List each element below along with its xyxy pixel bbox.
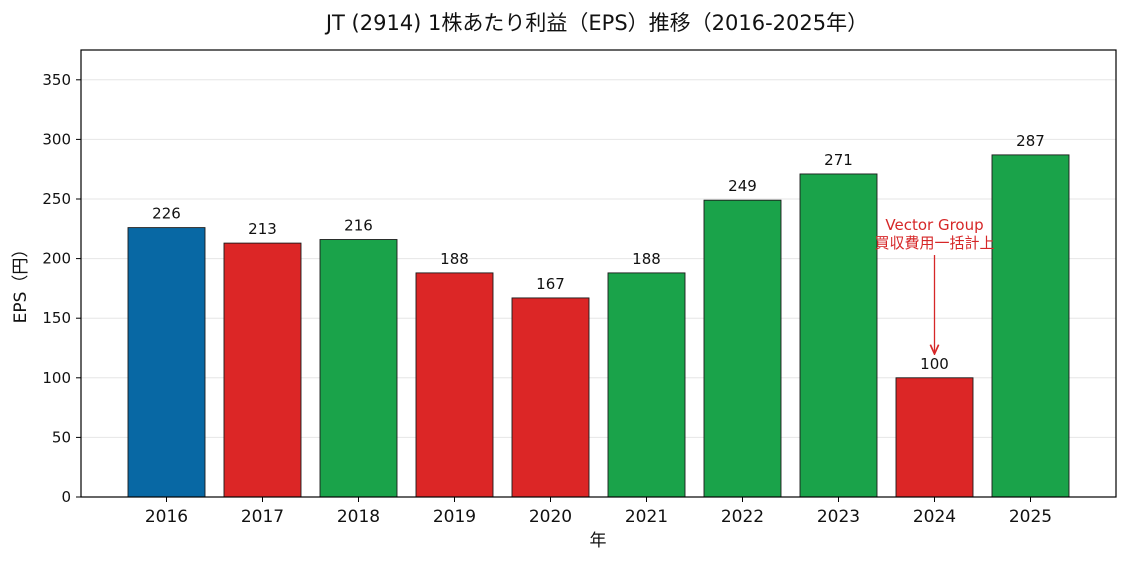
data-label: 188: [632, 250, 661, 268]
x-tick-label: 2024: [913, 507, 956, 527]
bar-2020: [511, 297, 590, 498]
data-label: 188: [440, 250, 469, 268]
data-label: 100: [920, 355, 949, 373]
y-tick-label: 300: [42, 130, 71, 148]
x-tick-label: 2020: [529, 507, 572, 527]
x-tick-label: 2017: [241, 507, 284, 527]
bar-2023: [799, 173, 878, 498]
y-tick-label: 200: [42, 250, 71, 268]
data-label: 287: [1016, 132, 1045, 150]
y-axis-title: EPS（円）: [11, 241, 31, 324]
bar-2022: [703, 199, 782, 498]
x-tick-label: 2022: [721, 507, 764, 527]
data-label: 216: [344, 217, 373, 235]
plot-frame: [80, 49, 1117, 498]
x-tick-label: 2021: [625, 507, 668, 527]
y-tick-label: 100: [42, 369, 71, 387]
bar-2019: [415, 272, 494, 498]
chart-title: JT (2914) 1株あたり利益（EPS）推移（2016-2025年）: [324, 11, 868, 35]
x-tick-label: 2023: [817, 507, 860, 527]
bar-2016: [127, 227, 206, 498]
annotation-line-1: Vector Group: [885, 216, 983, 234]
x-axis-title: 年: [590, 531, 607, 551]
x-tick-label: 2016: [145, 507, 188, 527]
data-label: 271: [824, 151, 853, 169]
x-tick-label: 2018: [337, 507, 380, 527]
y-tick-label: 350: [42, 71, 71, 89]
x-axis: 2016 2017 2018 2019 2020 2021 2022 2023 2024 2025: [145, 497, 1052, 527]
y-tick-label: 0: [61, 488, 71, 506]
bar-2025: [991, 154, 1070, 498]
bar-2024: [895, 377, 974, 498]
bar-2017: [223, 242, 302, 498]
data-label: 213: [248, 220, 277, 238]
x-tick-label: 2025: [1009, 507, 1052, 527]
y-tick-label: 150: [42, 309, 71, 327]
y-axis: 0 50 100 150 200 250 300 350: [42, 71, 81, 506]
data-label: 249: [728, 177, 757, 195]
bars: [127, 154, 1070, 498]
x-tick-label: 2019: [433, 507, 476, 527]
annotation-line-2: 買収費用一括計上: [874, 234, 994, 252]
y-tick-label: 250: [42, 190, 71, 208]
data-label: 226: [152, 205, 181, 223]
data-label: 167: [536, 275, 565, 293]
bar-2018: [319, 239, 398, 498]
data-labels: 226 213 216 188 167 188 249 271 100 287: [152, 132, 1045, 373]
bar-2021: [607, 272, 686, 498]
y-tick-label: 50: [52, 428, 71, 446]
